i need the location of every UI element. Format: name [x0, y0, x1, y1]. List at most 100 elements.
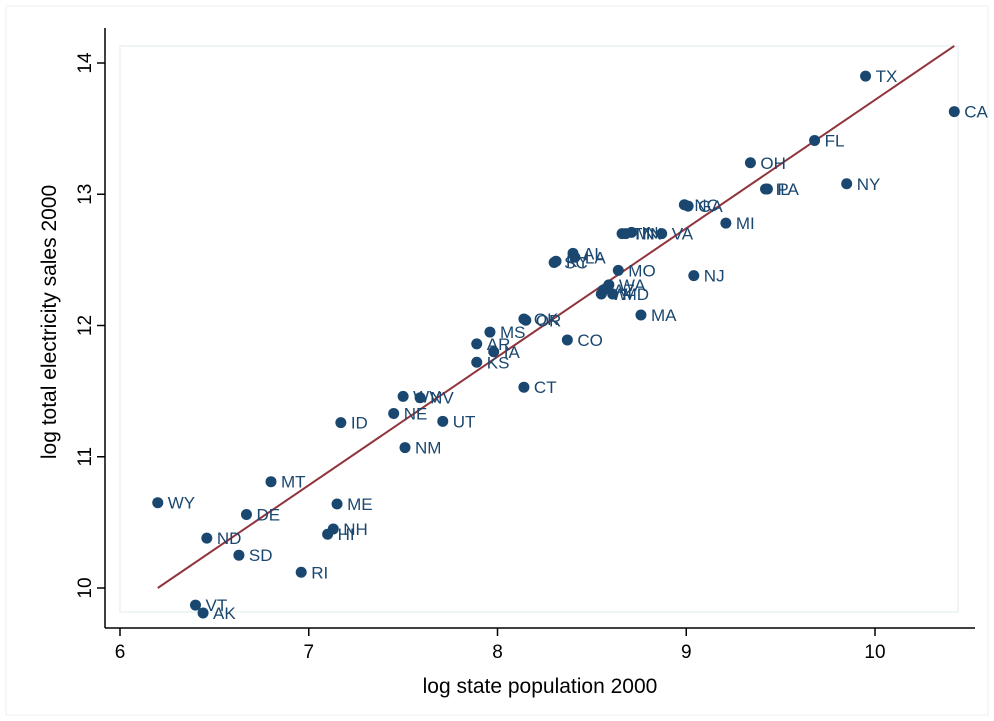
point-label-vt: VT	[206, 596, 228, 615]
plot-area-frame	[119, 45, 959, 613]
data-point-co	[561, 334, 573, 346]
data-point-me	[331, 498, 343, 510]
point-label-ia: IA	[504, 343, 521, 362]
point-label-nh: NH	[343, 520, 368, 539]
point-label-me: ME	[347, 495, 373, 514]
data-point-ak	[197, 607, 209, 619]
point-label-az: AZ	[613, 281, 635, 300]
data-point-pa	[761, 183, 773, 195]
data-point-wy	[152, 497, 164, 509]
y-tick-label: 11	[75, 447, 96, 467]
fit-line	[157, 45, 955, 589]
x-tick-label: 7	[303, 642, 314, 663]
data-point-ri	[295, 566, 307, 578]
data-point-nj	[688, 270, 700, 282]
point-label-wy: WY	[168, 494, 195, 513]
point-label-ok: OK	[534, 310, 559, 329]
data-point-de	[240, 509, 252, 520]
point-label-tx: TX	[876, 67, 898, 86]
y-tick-label: 14	[75, 52, 96, 74]
point-label-mo: MO	[628, 261, 655, 280]
axes-layer: 6 7 8 9 10 10 11 12 13 14	[75, 28, 975, 663]
point-label-nd: ND	[217, 529, 242, 548]
point-label-sd: SD	[249, 546, 273, 565]
data-point-ky	[550, 255, 562, 267]
data-point-ms	[484, 326, 496, 338]
outer-frame	[5, 5, 989, 716]
data-point-id	[335, 417, 347, 429]
point-label-ri: RI	[311, 563, 328, 582]
point-label-ms: MS	[500, 323, 526, 342]
point-label-ak: AK	[213, 604, 236, 623]
data-point-tx	[860, 70, 872, 82]
point-label-ca: CA	[964, 103, 988, 122]
data-point-nv	[414, 392, 426, 404]
point-label-mn: MN	[636, 225, 662, 244]
point-label-fl: FL	[825, 131, 845, 150]
x-tick-label: 8	[492, 642, 503, 663]
point-label-nc: NC	[694, 196, 719, 215]
point-label-ny: NY	[857, 175, 881, 194]
data-point-wv	[397, 390, 409, 402]
data-point-ma	[635, 309, 647, 321]
data-point-mo	[612, 264, 624, 276]
y-tick-label: 13	[75, 184, 96, 205]
point-label-va: VA	[672, 225, 694, 244]
data-point-vt	[190, 599, 201, 611]
y-tick-label: 10	[75, 577, 96, 598]
x-tick-label: 6	[115, 642, 126, 663]
data-point-mi	[720, 217, 732, 229]
data-point-ca	[948, 106, 960, 118]
point-label-hi: HI	[338, 525, 355, 544]
data-point-ct	[518, 381, 530, 393]
data-point-sd	[233, 549, 245, 561]
data-point-nd	[201, 532, 213, 544]
x-tick-label: 10	[864, 642, 885, 663]
point-label-md: MD	[623, 285, 649, 304]
point-label-ks: KS	[487, 353, 510, 372]
data-point-la	[569, 251, 581, 263]
data-point-ny	[841, 178, 853, 190]
data-point-va	[656, 228, 668, 240]
points-layer: TXCAFLOHNYILPAMINCGATNINMNVANJALSCKYLAMO…	[152, 67, 989, 623]
point-label-mt: MT	[281, 473, 306, 492]
x-axis-title: log state population 2000	[423, 675, 658, 698]
point-label-il: IL	[776, 180, 790, 199]
data-point-nm	[399, 442, 411, 454]
point-label-tn: TN	[632, 225, 655, 244]
data-point-ks	[471, 356, 483, 368]
data-point-hi	[322, 528, 334, 540]
point-label-co: CO	[577, 331, 603, 350]
point-label-ct: CT	[534, 378, 557, 397]
point-label-wa: WA	[619, 276, 646, 295]
point-label-la: LA	[585, 248, 606, 267]
data-point-oh	[744, 157, 756, 169]
point-label-ga: GA	[698, 197, 723, 216]
data-point-ar	[471, 338, 483, 350]
point-label-pa: PA	[777, 180, 799, 199]
point-label-id: ID	[351, 414, 368, 433]
point-label-nm: NM	[415, 439, 441, 458]
x-tick-label: 9	[681, 642, 692, 663]
point-label-ut: UT	[453, 412, 476, 431]
point-label-nj: NJ	[704, 267, 725, 286]
point-label-oh: OH	[760, 154, 786, 173]
point-label-or: OR	[536, 311, 562, 330]
data-point-ut	[437, 415, 449, 427]
y-axis-title: log total electricity sales 2000	[38, 185, 61, 459]
data-point-mn	[620, 228, 632, 240]
point-label-de: DE	[256, 506, 280, 525]
data-point-ia	[488, 346, 500, 358]
data-point-ne	[388, 407, 400, 419]
data-point-wi	[595, 288, 607, 300]
data-point-fl	[809, 134, 821, 146]
data-point-mt	[265, 476, 277, 488]
point-label-mi: MI	[736, 214, 755, 233]
y-tick-label: 12	[75, 315, 96, 336]
point-label-ma: MA	[651, 306, 677, 325]
point-label-in: IN	[642, 223, 659, 242]
point-label-al: AL	[583, 244, 604, 263]
data-point-ga	[682, 200, 694, 212]
